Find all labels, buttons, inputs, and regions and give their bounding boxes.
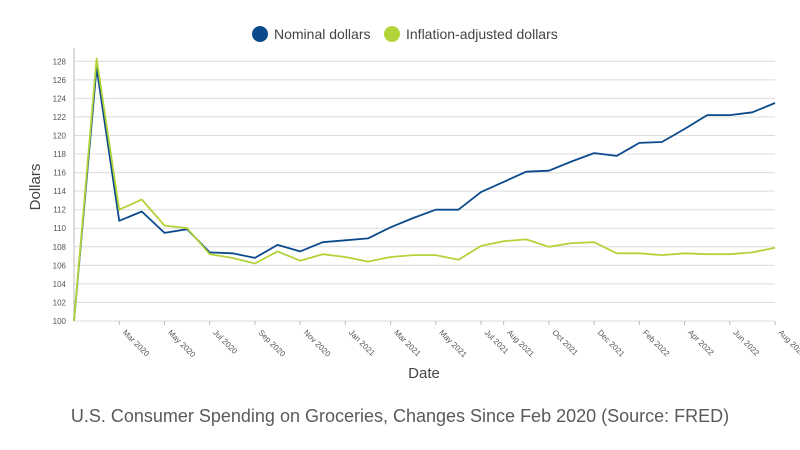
legend: Nominal dollars Inflation-adjusted dolla… bbox=[252, 26, 558, 42]
axes bbox=[73, 48, 776, 325]
chart-caption: U.S. Consumer Spending on Groceries, Cha… bbox=[71, 406, 729, 426]
x-tick-label: Mar 2020 bbox=[121, 328, 152, 359]
y-tick-label: 102 bbox=[53, 298, 67, 307]
y-tick-label: 118 bbox=[53, 150, 66, 159]
y-tick-label: 100 bbox=[53, 317, 67, 326]
y-tick-label: 104 bbox=[53, 280, 67, 289]
y-axis-title: Dollars bbox=[27, 164, 44, 211]
y-tick-label: 110 bbox=[53, 224, 66, 233]
y-tick-label: 114 bbox=[53, 187, 66, 196]
y-tick-label: 120 bbox=[53, 131, 67, 140]
x-tick-label: Apr 2022 bbox=[686, 328, 716, 358]
x-tick-label: Aug 2021 bbox=[505, 328, 536, 359]
y-tick-label: 108 bbox=[53, 243, 67, 252]
y-tick-label: 128 bbox=[53, 57, 67, 66]
y-tick-label: 106 bbox=[53, 261, 67, 270]
x-tick-label: Feb 2022 bbox=[641, 328, 672, 359]
x-tick-label: Mar 2021 bbox=[392, 328, 423, 359]
legend-item-inflation-adjusted[interactable]: Inflation-adjusted dollars bbox=[384, 26, 558, 42]
y-tick-labels: 100 102 104 106 108 110 112 114 116 118 120 122 124 1… bbox=[53, 57, 67, 326]
series-line-inflation-adjusted bbox=[73, 57, 776, 322]
grid bbox=[74, 60, 775, 322]
y-tick-label: 116 bbox=[53, 169, 66, 178]
x-tick-label: Jun 2022 bbox=[731, 328, 761, 358]
legend-label-nominal: Nominal dollars bbox=[274, 26, 370, 42]
x-tick-label: Nov 2020 bbox=[302, 328, 333, 359]
legend-item-nominal[interactable]: Nominal dollars bbox=[252, 26, 370, 42]
x-tick-labels: Mar 2020 May 2020 Jul 2020 Sep 2020 Nov 2020… bbox=[121, 328, 800, 360]
legend-marker-nominal bbox=[252, 26, 268, 42]
y-tick-label: 124 bbox=[53, 94, 67, 103]
x-tick-label: Sep 2020 bbox=[256, 328, 287, 359]
x-tick-label: Aug 2022 bbox=[777, 328, 800, 359]
legend-label-inflation-adjusted: Inflation-adjusted dollars bbox=[406, 26, 558, 42]
x-tick-label: Jul 2020 bbox=[211, 328, 239, 356]
y-tick-label: 122 bbox=[53, 113, 67, 122]
x-tick-label: May 2021 bbox=[437, 328, 469, 360]
series-line-nominal bbox=[73, 66, 776, 322]
x-tick-label: May 2020 bbox=[166, 328, 198, 360]
x-tick-label: Dec 2021 bbox=[596, 328, 627, 359]
legend-marker-inflation-adjusted bbox=[384, 26, 400, 42]
y-tick-label: 112 bbox=[53, 206, 66, 215]
x-tick-label: Oct 2021 bbox=[550, 328, 580, 358]
y-tick-label: 126 bbox=[53, 76, 67, 85]
x-axis-title: Date bbox=[408, 365, 440, 382]
x-tick-label: Jan 2021 bbox=[347, 328, 377, 358]
series-lines bbox=[73, 57, 776, 322]
